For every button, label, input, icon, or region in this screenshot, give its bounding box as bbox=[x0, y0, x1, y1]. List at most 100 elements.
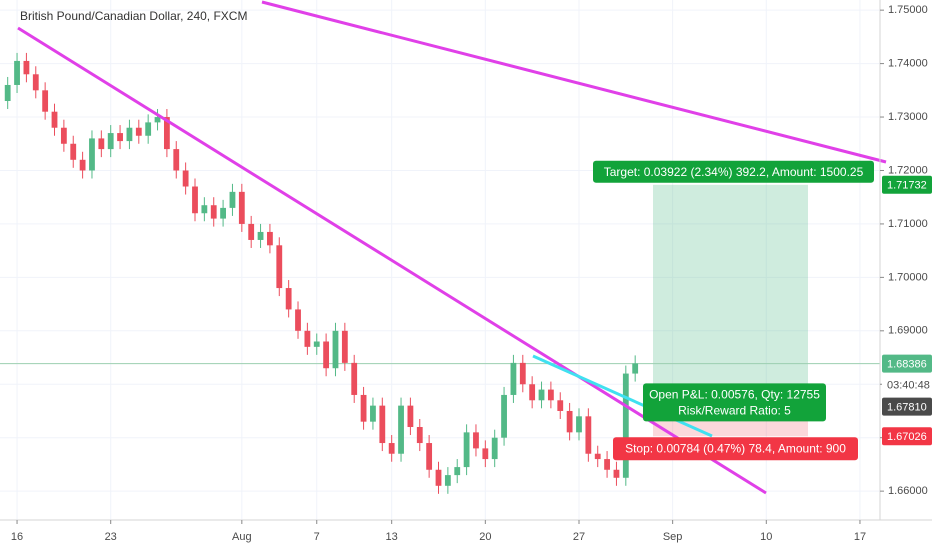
candle-body bbox=[463, 432, 470, 468]
candle-body bbox=[4, 84, 11, 102]
candle-body bbox=[51, 111, 58, 128]
candle-body bbox=[519, 362, 526, 385]
candle-body bbox=[379, 405, 386, 444]
candle-body bbox=[491, 437, 498, 460]
candle-body bbox=[295, 309, 301, 331]
price-badge bbox=[882, 175, 932, 194]
price-badge-label: 1.71732 bbox=[887, 180, 927, 192]
target-label-text: Target: 0.03922 (2.34%) 392.2, Amount: 1… bbox=[604, 165, 864, 179]
price-badge-label: 1.67810 bbox=[887, 402, 927, 414]
y-tick-label: 1.66000 bbox=[888, 485, 928, 497]
candle-body bbox=[14, 60, 20, 85]
price-badge-label: 1.67026 bbox=[887, 431, 927, 443]
candle-body bbox=[257, 231, 264, 240]
candle-body bbox=[248, 223, 255, 240]
candle-body bbox=[501, 394, 507, 438]
candle-body bbox=[388, 443, 395, 454]
candle-body bbox=[238, 191, 245, 224]
overlay: 1.71732 1.68386 03:40:48 1.67810 1.67026 Targ… bbox=[593, 160, 932, 461]
candle-body bbox=[276, 245, 283, 289]
candle-body bbox=[585, 416, 592, 454]
candle-body bbox=[135, 127, 142, 136]
candle-body bbox=[220, 207, 226, 219]
candle-body bbox=[23, 60, 30, 75]
x-tick-label: 20 bbox=[479, 531, 491, 543]
candle-body bbox=[267, 231, 273, 246]
x-tick-label: 13 bbox=[386, 531, 398, 543]
trend-lines bbox=[17, 0, 887, 495]
stop-label-text: Stop: 0.00784 (0.47%) 78.4, Amount: 900 bbox=[625, 441, 846, 455]
candle-body bbox=[360, 394, 367, 422]
price-badge bbox=[882, 397, 932, 416]
y-tick-label: 1.75000 bbox=[888, 4, 928, 16]
x-tick-label: 27 bbox=[573, 531, 585, 543]
candle-body bbox=[229, 191, 236, 208]
target-zone bbox=[653, 184, 808, 395]
candle-body bbox=[42, 90, 49, 112]
candle-body bbox=[454, 467, 461, 476]
pnl-label-text: Risk/Reward Ratio: 5 bbox=[678, 404, 791, 418]
candle-body bbox=[332, 330, 339, 369]
price-badge bbox=[882, 354, 932, 373]
countdown-badge bbox=[882, 375, 932, 394]
candle-body bbox=[510, 362, 517, 395]
x-tick-label: 17 bbox=[854, 531, 866, 543]
trend-line bbox=[532, 354, 713, 438]
chart-title: British Pound/Canadian Dollar, 240, FXCM bbox=[20, 9, 247, 23]
candle-body bbox=[632, 363, 639, 374]
candle-body bbox=[70, 143, 77, 160]
x-tick-label: Sep bbox=[663, 531, 683, 543]
candle-body bbox=[285, 288, 292, 310]
candle-body bbox=[79, 159, 86, 171]
y-tick-label: 1.74000 bbox=[888, 58, 928, 70]
candle-body bbox=[201, 205, 208, 214]
x-tick-label: 10 bbox=[760, 531, 772, 543]
candle-body bbox=[444, 475, 451, 486]
candle-body bbox=[473, 432, 479, 449]
candle-body bbox=[107, 133, 114, 150]
candle-body bbox=[416, 427, 423, 444]
target-label bbox=[593, 160, 874, 183]
candle-body bbox=[576, 416, 582, 433]
pnl-label bbox=[643, 383, 826, 422]
trend-line bbox=[261, 0, 887, 164]
candle-body bbox=[557, 400, 564, 411]
candle-body bbox=[622, 373, 629, 478]
x-tick-label: Aug bbox=[232, 531, 252, 543]
candle-body bbox=[323, 341, 330, 369]
candle-body bbox=[98, 138, 105, 150]
candle-body bbox=[547, 389, 554, 401]
candle-body bbox=[482, 448, 489, 460]
y-tick-label: 1.72000 bbox=[888, 164, 928, 176]
candle-body bbox=[126, 127, 133, 142]
candle-body bbox=[398, 405, 404, 454]
candle-body bbox=[370, 405, 376, 422]
x-tick-label: 23 bbox=[105, 531, 117, 543]
candles bbox=[4, 52, 639, 494]
candle-body bbox=[210, 205, 217, 219]
candle-body bbox=[341, 330, 348, 363]
candle-body bbox=[154, 117, 161, 123]
stop-label bbox=[613, 437, 858, 461]
candle-body bbox=[407, 405, 414, 428]
candle-body bbox=[89, 138, 95, 171]
countdown: 03:40:48 bbox=[887, 380, 930, 392]
candle-body bbox=[351, 362, 358, 395]
candle-body bbox=[604, 459, 610, 470]
pnl-label-text: Open P&L: 0.00576, Qty: 12755 bbox=[649, 388, 820, 402]
candle-body bbox=[304, 330, 311, 347]
candle-body bbox=[435, 469, 442, 486]
price-badge bbox=[882, 427, 932, 446]
x-tick-label: 16 bbox=[11, 531, 23, 543]
candle-body bbox=[613, 469, 620, 478]
y-tick-label: 1.71000 bbox=[888, 218, 928, 230]
price-badge-label: 1.68386 bbox=[887, 359, 927, 371]
candle-body bbox=[566, 410, 573, 433]
trend-line bbox=[17, 26, 767, 495]
y-tick-label: 1.70000 bbox=[888, 271, 928, 283]
candle-body bbox=[192, 186, 198, 214]
candle-body bbox=[538, 389, 545, 401]
candle-body bbox=[182, 170, 189, 187]
candle-body bbox=[529, 384, 536, 401]
